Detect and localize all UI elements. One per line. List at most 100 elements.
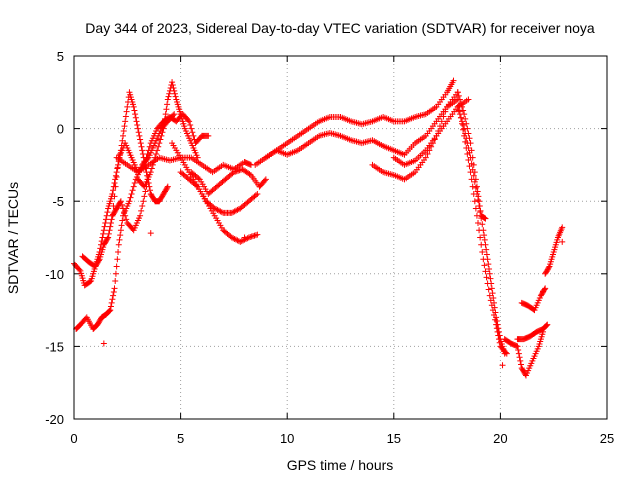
data-point bbox=[474, 188, 481, 195]
y-axis-label: SDTVAR / TECUs bbox=[5, 182, 21, 294]
data-point bbox=[484, 256, 491, 263]
data-point bbox=[113, 263, 120, 270]
data-point bbox=[438, 118, 445, 125]
data-point bbox=[76, 266, 83, 273]
data-point bbox=[130, 103, 137, 110]
data-point bbox=[464, 125, 471, 132]
data-point bbox=[161, 120, 168, 127]
data-point bbox=[481, 262, 488, 269]
data-point bbox=[211, 205, 218, 212]
data-point bbox=[467, 140, 474, 147]
data-point bbox=[465, 144, 472, 151]
data-point bbox=[111, 180, 118, 187]
data-point bbox=[128, 190, 135, 197]
data-point bbox=[147, 169, 154, 176]
data-point bbox=[117, 227, 124, 234]
data-point bbox=[100, 230, 107, 237]
data-points bbox=[71, 77, 566, 379]
data-point bbox=[482, 215, 489, 222]
data-point bbox=[103, 212, 110, 219]
data-point bbox=[214, 206, 221, 213]
x-tick-label: 15 bbox=[387, 431, 401, 446]
data-point bbox=[493, 314, 500, 321]
data-point bbox=[433, 132, 440, 139]
data-point bbox=[102, 216, 109, 223]
data-point bbox=[262, 176, 269, 183]
data-point bbox=[495, 328, 502, 335]
data-point bbox=[422, 154, 429, 161]
data-point bbox=[127, 194, 134, 201]
data-point bbox=[126, 198, 133, 205]
data-point bbox=[121, 209, 128, 216]
data-point bbox=[499, 362, 506, 369]
data-point bbox=[440, 113, 447, 120]
data-point bbox=[141, 193, 148, 200]
data-point bbox=[122, 212, 129, 219]
data-point bbox=[238, 238, 245, 245]
data-point bbox=[119, 217, 126, 224]
x-tick-label: 20 bbox=[493, 431, 507, 446]
data-point bbox=[435, 128, 442, 135]
data-point bbox=[454, 89, 461, 96]
data-point bbox=[120, 128, 127, 135]
data-point bbox=[189, 129, 196, 136]
data-point bbox=[147, 230, 154, 237]
data-point bbox=[153, 151, 160, 158]
data-point bbox=[109, 212, 116, 219]
data-point bbox=[146, 143, 153, 150]
data-point bbox=[465, 96, 472, 103]
axis-ticks: 0 5 10 15 20 25 5 0 -5 -10 -15 -20 bbox=[45, 49, 614, 446]
data-point bbox=[233, 236, 240, 243]
chart-title: Day 344 of 2023, Sidereal Day-to-day VTE… bbox=[85, 20, 595, 36]
data-point bbox=[166, 90, 173, 97]
plot-frame bbox=[73, 55, 608, 420]
data-point bbox=[488, 280, 495, 287]
data-point bbox=[213, 206, 220, 213]
data-point bbox=[115, 241, 122, 248]
data-point bbox=[101, 223, 108, 230]
data-point bbox=[545, 264, 552, 271]
data-point bbox=[159, 129, 166, 136]
data-point bbox=[112, 183, 119, 190]
x-tick-label: 5 bbox=[177, 431, 184, 446]
data-point bbox=[105, 234, 112, 241]
data-point bbox=[137, 136, 144, 143]
data-point bbox=[542, 323, 549, 330]
data-point bbox=[442, 108, 449, 115]
data-point bbox=[254, 190, 261, 197]
data-point bbox=[114, 256, 121, 263]
data-point bbox=[120, 205, 127, 212]
data-point bbox=[466, 135, 473, 142]
data-point bbox=[228, 234, 235, 241]
data-point bbox=[483, 246, 490, 253]
data-point bbox=[457, 100, 464, 107]
data-point bbox=[481, 232, 488, 239]
data-point bbox=[501, 350, 508, 357]
data-point bbox=[102, 219, 109, 226]
data-point bbox=[112, 172, 119, 179]
data-point bbox=[134, 121, 141, 128]
data-point bbox=[140, 198, 147, 205]
data-point bbox=[241, 234, 248, 241]
data-point bbox=[543, 322, 550, 329]
data-point bbox=[107, 303, 114, 310]
data-point bbox=[455, 92, 462, 99]
data-point bbox=[496, 332, 503, 339]
data-point bbox=[104, 209, 111, 216]
data-point bbox=[112, 270, 119, 277]
data-point bbox=[131, 180, 138, 187]
data-point bbox=[138, 143, 145, 150]
data-point bbox=[233, 207, 240, 214]
data-point bbox=[122, 118, 129, 125]
data-point bbox=[135, 129, 142, 136]
data-point bbox=[463, 120, 470, 127]
x-axis-label: GPS time / hours bbox=[287, 457, 394, 473]
data-point bbox=[475, 219, 482, 226]
data-point bbox=[471, 169, 478, 176]
data-point bbox=[137, 212, 144, 219]
data-point bbox=[144, 151, 151, 158]
data-point bbox=[155, 143, 162, 150]
data-point bbox=[106, 307, 113, 314]
data-point bbox=[118, 201, 125, 208]
data-point bbox=[138, 207, 145, 214]
